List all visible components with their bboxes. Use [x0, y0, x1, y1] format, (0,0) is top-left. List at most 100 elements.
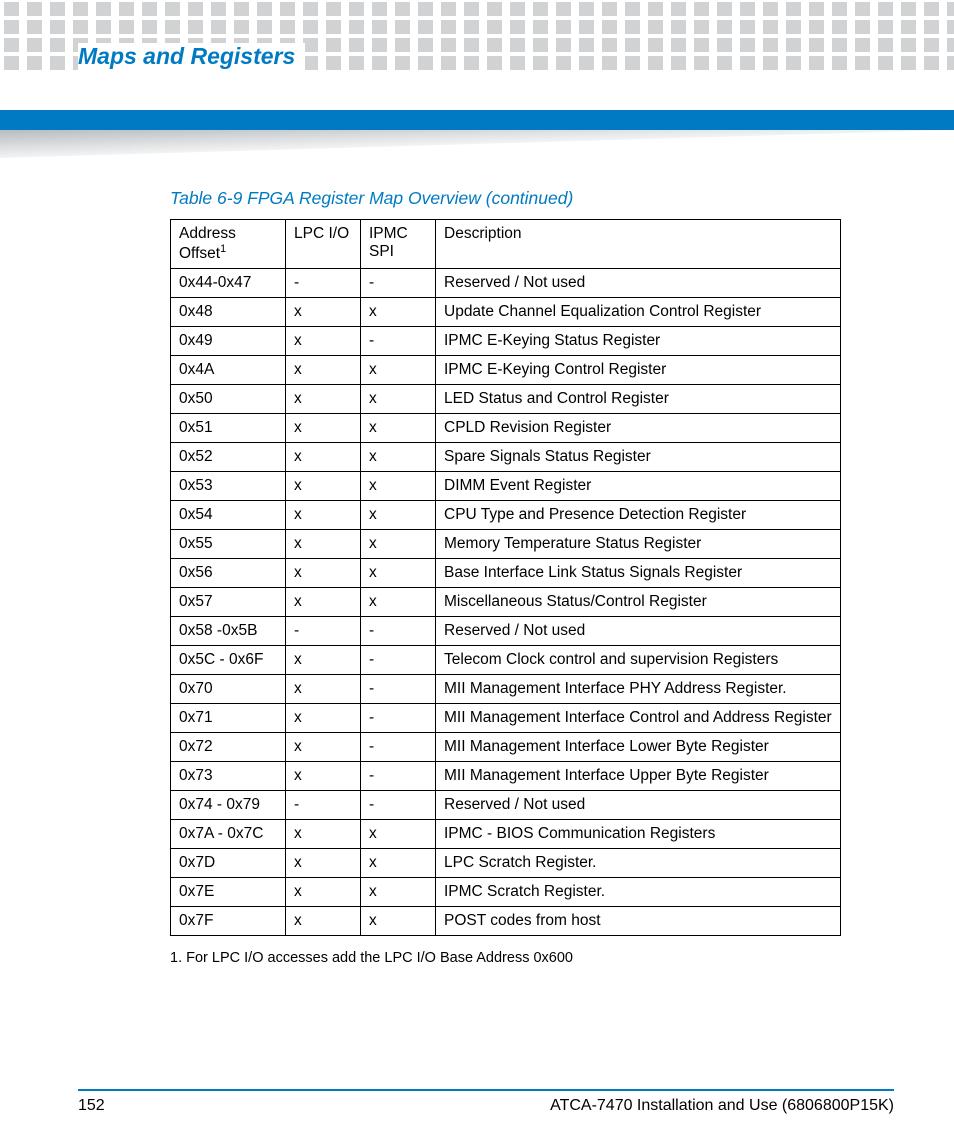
- header-blue-bar: [0, 110, 954, 130]
- page-content: Table 6-9 FPGA Register Map Overview (co…: [170, 188, 841, 966]
- table-cell: Telecom Clock control and supervision Re…: [436, 646, 841, 675]
- table-cell: x: [286, 559, 361, 588]
- table-row: 0x49x-IPMC E-Keying Status Register: [171, 327, 841, 356]
- table-cell: 0x71: [171, 704, 286, 733]
- table-cell: x: [361, 907, 436, 936]
- table-cell: -: [361, 791, 436, 820]
- table-cell: -: [361, 675, 436, 704]
- table-row: 0x71x-MII Management Interface Control a…: [171, 704, 841, 733]
- table-row: 0x50xxLED Status and Control Register: [171, 385, 841, 414]
- table-cell: -: [361, 269, 436, 298]
- table-row: 0x53xxDIMM Event Register: [171, 472, 841, 501]
- table-row: 0x5C - 0x6Fx-Telecom Clock control and s…: [171, 646, 841, 675]
- table-cell: CPLD Revision Register: [436, 414, 841, 443]
- table-cell: x: [286, 298, 361, 327]
- table-cell: -: [286, 617, 361, 646]
- table-cell: x: [286, 443, 361, 472]
- table-cell: MII Management Interface PHY Address Reg…: [436, 675, 841, 704]
- table-cell: -: [361, 646, 436, 675]
- table-cell: 0x4A: [171, 356, 286, 385]
- table-cell: 0x7F: [171, 907, 286, 936]
- table-cell: LED Status and Control Register: [436, 385, 841, 414]
- table-row: 0x72x-MII Management Interface Lower Byt…: [171, 733, 841, 762]
- table-row: 0x58 -0x5B--Reserved / Not used: [171, 617, 841, 646]
- page-footer: 152 ATCA-7470 Installation and Use (6806…: [78, 1089, 894, 1115]
- table-cell: -: [361, 617, 436, 646]
- table-row: 0x52xxSpare Signals Status Register: [171, 443, 841, 472]
- table-cell: 0x54: [171, 501, 286, 530]
- table-cell: IPMC E-Keying Status Register: [436, 327, 841, 356]
- table-cell: x: [361, 414, 436, 443]
- table-row: 0x70x-MII Management Interface PHY Addre…: [171, 675, 841, 704]
- table-header-cell: IPMCSPI: [361, 220, 436, 269]
- table-cell: -: [286, 791, 361, 820]
- table-cell: x: [286, 878, 361, 907]
- table-cell: CPU Type and Presence Detection Register: [436, 501, 841, 530]
- table-cell: 0x5C - 0x6F: [171, 646, 286, 675]
- table-cell: Base Interface Link Status Signals Regis…: [436, 559, 841, 588]
- table-header-row: AddressOffset1LPC I/OIPMCSPIDescription: [171, 220, 841, 269]
- table-cell: Reserved / Not used: [436, 269, 841, 298]
- table-cell: x: [286, 501, 361, 530]
- table-header-cell: Description: [436, 220, 841, 269]
- table-cell: x: [286, 327, 361, 356]
- table-cell: 0x52: [171, 443, 286, 472]
- table-row: 0x7DxxLPC Scratch Register.: [171, 849, 841, 878]
- table-row: 0x56xxBase Interface Link Status Signals…: [171, 559, 841, 588]
- table-cell: 0x70: [171, 675, 286, 704]
- table-cell: x: [361, 849, 436, 878]
- table-cell: 0x50: [171, 385, 286, 414]
- table-cell: x: [286, 385, 361, 414]
- table-cell: x: [361, 820, 436, 849]
- table-cell: Memory Temperature Status Register: [436, 530, 841, 559]
- table-row: 0x7A - 0x7CxxIPMC - BIOS Communication R…: [171, 820, 841, 849]
- table-cell: x: [286, 356, 361, 385]
- table-row: 0x54xxCPU Type and Presence Detection Re…: [171, 501, 841, 530]
- table-cell: POST codes from host: [436, 907, 841, 936]
- table-cell: IPMC - BIOS Communication Registers: [436, 820, 841, 849]
- table-cell: 0x44-0x47: [171, 269, 286, 298]
- table-row: 0x57xxMiscellaneous Status/Control Regis…: [171, 588, 841, 617]
- table-cell: LPC Scratch Register.: [436, 849, 841, 878]
- table-cell: Reserved / Not used: [436, 617, 841, 646]
- table-cell: DIMM Event Register: [436, 472, 841, 501]
- page-number: 152: [78, 1097, 105, 1115]
- table-cell: x: [361, 588, 436, 617]
- table-cell: 0x49: [171, 327, 286, 356]
- table-cell: IPMC E-Keying Control Register: [436, 356, 841, 385]
- header-grey-wedge: [0, 130, 954, 158]
- register-map-table: AddressOffset1LPC I/OIPMCSPIDescription …: [170, 219, 841, 936]
- table-cell: 0x51: [171, 414, 286, 443]
- table-cell: x: [286, 907, 361, 936]
- table-cell: -: [286, 269, 361, 298]
- table-cell: x: [286, 675, 361, 704]
- table-footnote: 1. For LPC I/O accesses add the LPC I/O …: [170, 950, 841, 966]
- table-cell: x: [361, 472, 436, 501]
- table-cell: 0x55: [171, 530, 286, 559]
- table-cell: x: [361, 385, 436, 414]
- table-cell: x: [286, 820, 361, 849]
- table-cell: x: [286, 414, 361, 443]
- table-cell: x: [286, 849, 361, 878]
- table-cell: -: [361, 704, 436, 733]
- table-cell: -: [361, 762, 436, 791]
- table-cell: x: [361, 501, 436, 530]
- table-row: 0x7FxxPOST codes from host: [171, 907, 841, 936]
- table-cell: MII Management Interface Lower Byte Regi…: [436, 733, 841, 762]
- table-cell: 0x7E: [171, 878, 286, 907]
- table-row: 0x4AxxIPMC E-Keying Control Register: [171, 356, 841, 385]
- table-cell: 0x72: [171, 733, 286, 762]
- table-cell: Reserved / Not used: [436, 791, 841, 820]
- table-cell: Spare Signals Status Register: [436, 443, 841, 472]
- table-cell: Miscellaneous Status/Control Register: [436, 588, 841, 617]
- table-row: 0x48xxUpdate Channel Equalization Contro…: [171, 298, 841, 327]
- table-cell: x: [286, 646, 361, 675]
- table-header-cell: LPC I/O: [286, 220, 361, 269]
- table-cell: x: [361, 878, 436, 907]
- table-cell: 0x56: [171, 559, 286, 588]
- table-row: 0x51xxCPLD Revision Register: [171, 414, 841, 443]
- table-cell: x: [286, 530, 361, 559]
- table-cell: x: [286, 472, 361, 501]
- table-cell: x: [361, 559, 436, 588]
- table-cell: IPMC Scratch Register.: [436, 878, 841, 907]
